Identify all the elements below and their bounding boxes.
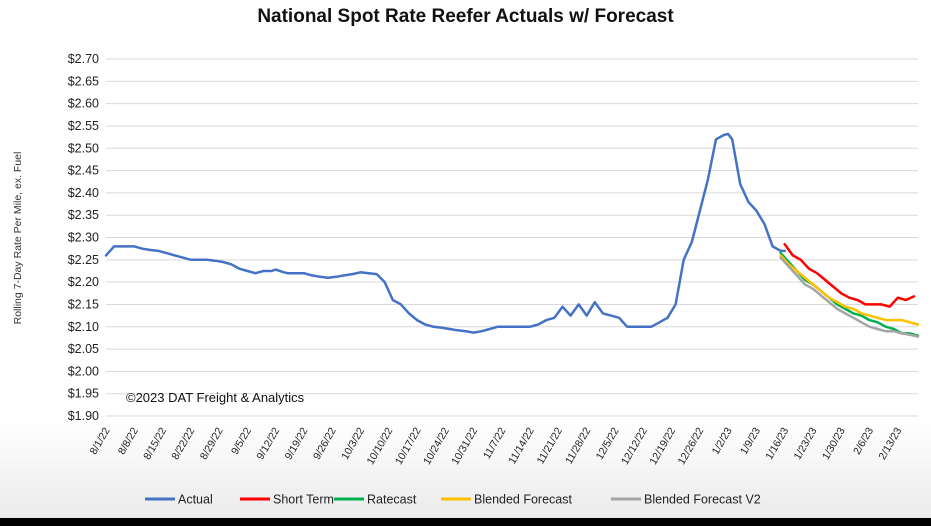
x-tick-label: 12/19/22 [647,425,678,467]
x-tick-label: 11/28/22 [563,425,594,466]
x-tick-label: 9/26/22 [311,425,339,461]
legend-label: Blended Forecast V2 [644,493,761,507]
y-tick-label: $1.90 [68,409,99,423]
x-tick-label: 2/13/23 [876,425,904,461]
series-line-short-term [783,242,916,308]
y-tick-label: $2.00 [68,364,99,378]
y-tick-label: $2.20 [68,275,99,289]
x-tick-label: 12/26/22 [676,425,707,467]
y-tick-label: $2.45 [68,164,99,178]
x-tick-label: 8/15/22 [141,425,169,461]
x-tick-label: 11/14/22 [506,425,537,466]
x-tick-label: 12/12/22 [619,425,650,467]
x-tick-label: 1/9/23 [738,425,763,456]
x-tick-label: 1/2/23 [710,425,735,456]
y-tick-label: $2.70 [68,52,99,66]
y-axis-ticks: $2.70 $2.65 $2.60 $2.55 $2.50 $2.45 $2.40 $2.35… [68,52,99,423]
y-tick-label: $2.35 [68,208,99,222]
y-tick-label: $2.10 [68,320,99,334]
x-tick-label: 9/19/22 [283,425,311,461]
series-line-blended-forecast-v2 [779,256,920,338]
copyright-annotation: ©2023 DAT Freight & Analytics [126,390,305,405]
x-tick-label: 2/6/23 [851,425,876,456]
x-tick-label: 11/7/22 [481,425,509,461]
x-tick-label: 10/3/22 [339,425,367,461]
x-tick-label: 1/30/23 [820,425,848,461]
y-tick-label: $2.55 [68,119,99,133]
x-tick-label: 8/1/22 [88,425,113,456]
x-tick-label: 10/24/22 [421,425,452,467]
y-tick-label: $1.95 [68,387,99,401]
series-line-blended-forecast [779,254,920,326]
legend-label: Short Term [273,493,334,507]
x-tick-label: 8/22/22 [170,425,198,461]
x-axis-ticks: 8/1/22 8/8/22 8/15/22 8/22/22 8/29/22 9/5/22 9… [88,425,905,467]
x-tick-label: 8/29/22 [198,425,226,461]
y-tick-label: $2.65 [68,74,99,88]
y-tick-label: $2.15 [68,297,99,311]
x-tick-label: 10/10/22 [365,425,396,467]
bottom-edge-bar [0,518,931,526]
y-tick-label: $2.50 [68,141,99,155]
legend-label: Ratecast [367,493,417,507]
y-tick-label: $2.60 [68,97,99,111]
series-line-ratecast [779,251,920,337]
x-tick-label: 12/5/22 [594,425,622,461]
x-tick-label: 8/8/22 [116,425,141,456]
x-tick-label: 10/31/22 [449,425,480,467]
x-tick-label: 11/21/22 [535,425,566,466]
y-tick-label: $2.25 [68,253,99,267]
legend: Actual Short Term Ratecast Blended Forecast… [145,493,761,507]
legend-label: Actual [178,493,213,507]
legend-label: Blended Forecast [474,493,573,507]
y-tick-label: $2.05 [68,342,99,356]
x-tick-label: 9/12/22 [254,425,282,461]
x-tick-label: 9/5/22 [229,425,254,456]
gridlines [106,58,918,417]
x-tick-label: 1/23/23 [792,425,820,461]
x-tick-label: 10/17/22 [393,425,424,467]
series-lines [104,132,920,338]
y-tick-label: $2.40 [68,186,99,200]
series-line-actual [104,132,786,334]
chart-title: National Spot Rate Reefer Actuals w/ For… [257,6,674,27]
y-tick-label: $2.30 [68,231,99,245]
x-tick-label: 1/16/23 [763,425,791,461]
